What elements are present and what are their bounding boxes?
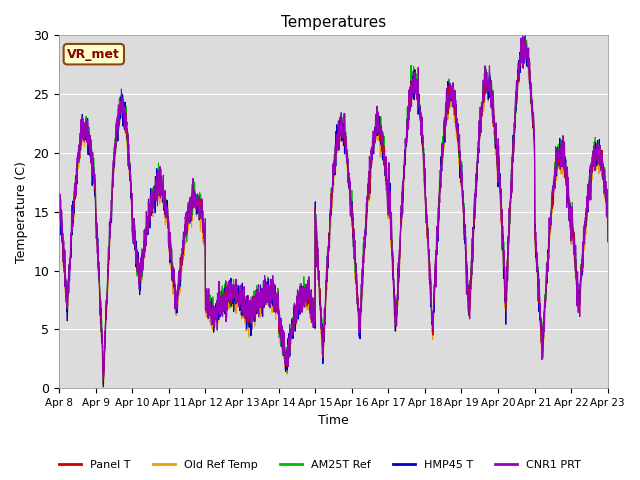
AM25T Ref <box>556 140 563 145</box>
Panel T <box>493 151 500 157</box>
Line: HMP45 T: HMP45 T <box>59 37 608 386</box>
Panel T <box>520 36 528 42</box>
Old Ref Temp <box>349 244 357 250</box>
HMP45 T <box>209 312 216 317</box>
CNR1 PRT <box>209 309 216 315</box>
Old Ref Temp <box>362 232 369 238</box>
Panel T <box>362 229 369 235</box>
CNR1 PRT <box>519 33 527 38</box>
Old Ref Temp <box>556 146 563 152</box>
Panel T <box>604 223 612 228</box>
Old Ref Temp <box>604 234 612 240</box>
X-axis label: Time: Time <box>318 414 349 427</box>
AM25T Ref <box>209 305 216 311</box>
Y-axis label: Temperature (C): Temperature (C) <box>15 161 28 263</box>
AM25T Ref <box>362 225 369 230</box>
AM25T Ref <box>349 240 357 246</box>
AM25T Ref <box>520 34 528 39</box>
AM25T Ref <box>55 198 63 204</box>
Panel T <box>100 377 108 383</box>
Old Ref Temp <box>55 197 63 203</box>
Old Ref Temp <box>571 264 579 270</box>
Panel T <box>556 146 563 152</box>
HMP45 T <box>556 136 563 142</box>
Panel T <box>349 237 357 242</box>
HMP45 T <box>571 260 579 265</box>
Text: VR_met: VR_met <box>67 48 120 60</box>
Panel T <box>209 312 216 317</box>
Old Ref Temp <box>209 316 216 322</box>
AM25T Ref <box>493 149 500 155</box>
Panel T <box>571 258 579 264</box>
Old Ref Temp <box>520 44 528 49</box>
AM25T Ref <box>100 381 108 387</box>
HMP45 T <box>493 154 500 160</box>
CNR1 PRT <box>556 155 563 161</box>
Line: CNR1 PRT: CNR1 PRT <box>59 36 608 378</box>
HMP45 T <box>362 233 369 239</box>
Line: Panel T: Panel T <box>59 39 608 380</box>
CNR1 PRT <box>571 254 579 260</box>
Panel T <box>55 195 63 201</box>
Line: AM25T Ref: AM25T Ref <box>59 36 608 384</box>
HMP45 T <box>100 384 108 389</box>
HMP45 T <box>349 244 357 250</box>
CNR1 PRT <box>493 154 500 159</box>
AM25T Ref <box>604 213 612 218</box>
CNR1 PRT <box>55 202 63 208</box>
CNR1 PRT <box>604 239 612 245</box>
HMP45 T <box>55 193 63 199</box>
AM25T Ref <box>571 255 579 261</box>
Old Ref Temp <box>100 385 108 391</box>
HMP45 T <box>604 221 612 227</box>
Legend: Panel T, Old Ref Temp, AM25T Ref, HMP45 T, CNR1 PRT: Panel T, Old Ref Temp, AM25T Ref, HMP45 … <box>54 456 586 474</box>
Line: Old Ref Temp: Old Ref Temp <box>59 47 608 388</box>
CNR1 PRT <box>100 375 108 381</box>
Title: Temperatures: Temperatures <box>281 15 386 30</box>
HMP45 T <box>519 34 527 40</box>
Old Ref Temp <box>493 160 500 166</box>
CNR1 PRT <box>349 236 357 242</box>
CNR1 PRT <box>362 227 369 233</box>
